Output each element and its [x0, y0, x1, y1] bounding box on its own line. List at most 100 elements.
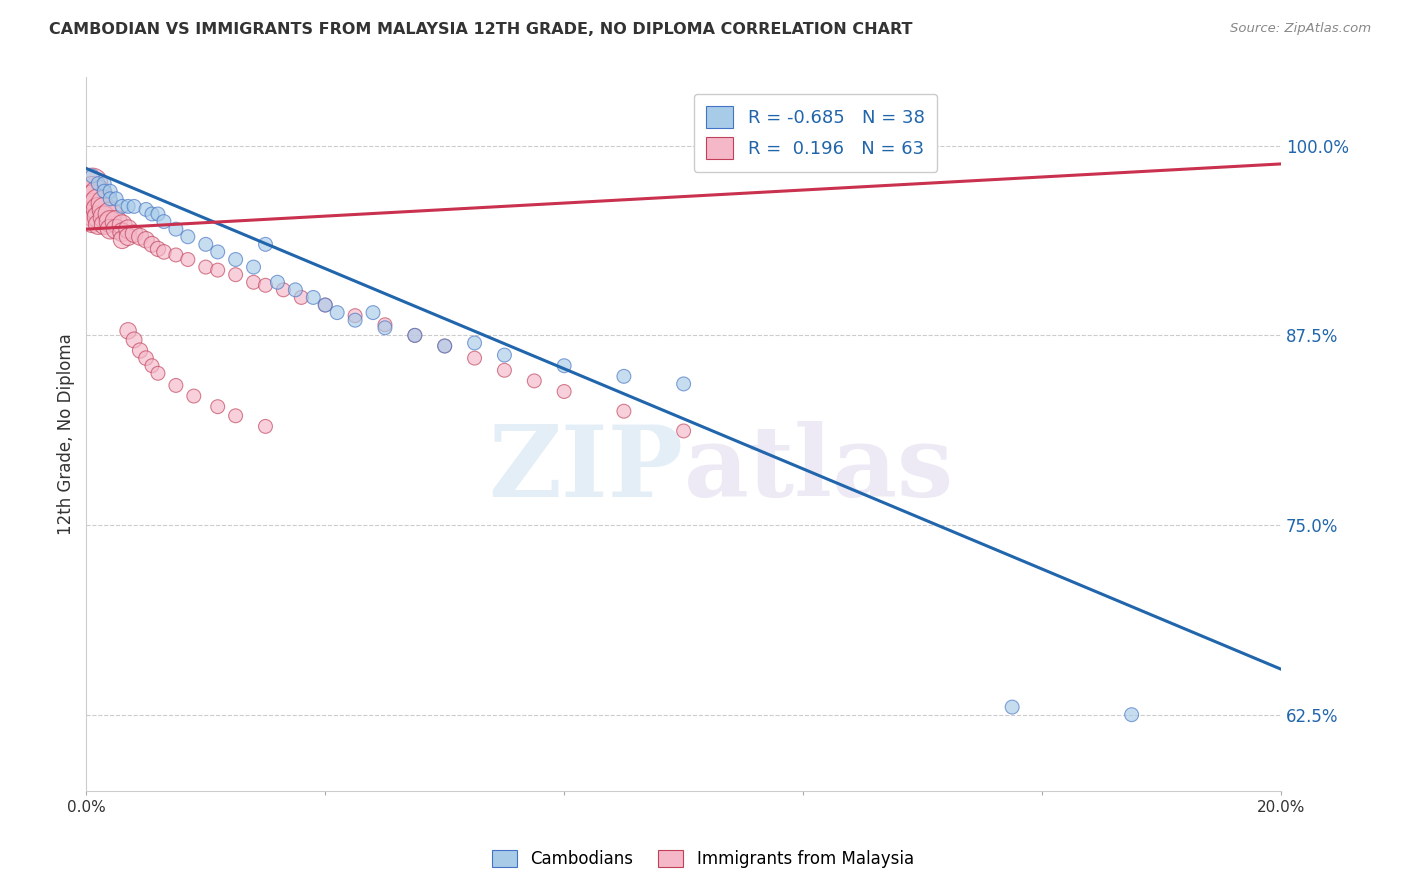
Point [135, 233, 157, 247]
Point [254, 419, 277, 434]
Point [344, 309, 367, 323]
Point [672, 376, 695, 391]
Point [82, 184, 104, 198]
Point [117, 199, 139, 213]
Point [87, 210, 110, 224]
Point [553, 359, 575, 373]
Point [242, 275, 264, 289]
Point [98, 222, 121, 236]
Point [284, 283, 307, 297]
Point [207, 400, 229, 414]
Point [194, 260, 217, 274]
Point [141, 207, 163, 221]
Point [82, 177, 104, 191]
Point [111, 199, 134, 213]
Point [302, 290, 325, 304]
Point [87, 202, 110, 217]
Text: Source: ZipAtlas.com: Source: ZipAtlas.com [1230, 22, 1371, 36]
Point [87, 187, 110, 202]
Point [314, 298, 336, 312]
Point [404, 328, 426, 343]
Point [613, 404, 636, 418]
Text: ZIP: ZIP [489, 421, 683, 518]
Point [153, 214, 176, 228]
Point [93, 196, 115, 211]
Point [273, 283, 295, 297]
Point [165, 248, 187, 262]
Point [207, 263, 229, 277]
Point [105, 222, 128, 236]
Point [82, 199, 104, 213]
Point [523, 374, 546, 388]
Point [93, 184, 115, 198]
Point [494, 363, 516, 377]
Point [93, 202, 115, 217]
Point [93, 210, 115, 224]
Point [464, 351, 486, 365]
Point [374, 318, 396, 332]
Legend: Cambodians, Immigrants from Malaysia: Cambodians, Immigrants from Malaysia [485, 843, 921, 875]
Point [82, 214, 104, 228]
Point [111, 233, 134, 247]
Point [87, 218, 110, 232]
Point [135, 351, 157, 365]
Point [141, 359, 163, 373]
Point [122, 333, 145, 347]
Point [129, 343, 152, 358]
Point [183, 389, 205, 403]
Point [117, 229, 139, 244]
Point [105, 214, 128, 228]
Point [93, 177, 115, 191]
Point [82, 192, 104, 206]
Point [613, 369, 636, 384]
Point [146, 242, 169, 256]
Point [122, 227, 145, 241]
Point [98, 184, 121, 198]
Point [433, 339, 456, 353]
Point [82, 169, 104, 183]
Text: CAMBODIAN VS IMMIGRANTS FROM MALAYSIA 12TH GRADE, NO DIPLOMA CORRELATION CHART: CAMBODIAN VS IMMIGRANTS FROM MALAYSIA 12… [49, 22, 912, 37]
Point [98, 214, 121, 228]
Point [344, 313, 367, 327]
Point [122, 199, 145, 213]
Point [494, 348, 516, 362]
Point [361, 305, 384, 319]
Point [153, 244, 176, 259]
Point [464, 335, 486, 350]
Point [1121, 707, 1143, 722]
Point [242, 260, 264, 274]
Point [177, 229, 200, 244]
Point [266, 275, 288, 289]
Point [553, 384, 575, 399]
Point [207, 244, 229, 259]
Point [177, 252, 200, 267]
Point [326, 305, 349, 319]
Point [165, 378, 187, 392]
Point [117, 324, 139, 338]
Point [93, 218, 115, 232]
Point [225, 409, 247, 423]
Point [290, 290, 312, 304]
Point [254, 237, 277, 252]
Point [225, 268, 247, 282]
Text: atlas: atlas [683, 421, 953, 518]
Point [111, 218, 134, 232]
Point [194, 237, 217, 252]
Point [225, 252, 247, 267]
Point [672, 424, 695, 438]
Point [87, 194, 110, 209]
Point [404, 328, 426, 343]
Point [87, 177, 110, 191]
Point [105, 192, 128, 206]
Point [1001, 700, 1024, 714]
Point [254, 278, 277, 293]
Point [135, 202, 157, 217]
Y-axis label: 12th Grade, No Diploma: 12th Grade, No Diploma [58, 333, 75, 535]
Point [146, 207, 169, 221]
Point [98, 207, 121, 221]
Point [165, 222, 187, 236]
Point [98, 192, 121, 206]
Point [111, 225, 134, 239]
Point [146, 366, 169, 380]
Legend: R = -0.685   N = 38, R =  0.196   N = 63: R = -0.685 N = 38, R = 0.196 N = 63 [693, 94, 938, 172]
